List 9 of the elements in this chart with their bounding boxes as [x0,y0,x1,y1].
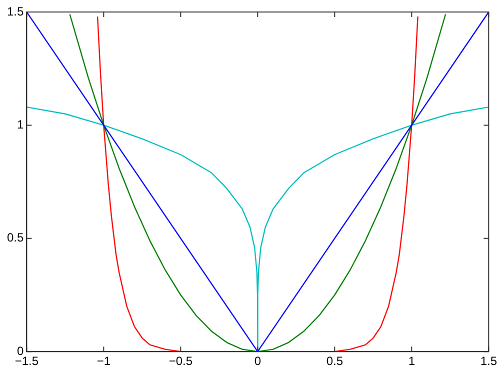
x-tick-label: −1 [96,354,111,368]
x-tick-label: 0 [254,354,262,368]
y-tick-label: 1 [16,118,24,132]
y-tick-label: 1.5 [6,4,24,18]
x-tick-label: −0.5 [168,354,193,368]
x-tick-label: 1 [408,354,416,368]
x-tick-label: 0.5 [326,354,344,368]
x-tick-label: 1.5 [480,354,498,368]
y-tick-label: 0.5 [6,230,24,245]
